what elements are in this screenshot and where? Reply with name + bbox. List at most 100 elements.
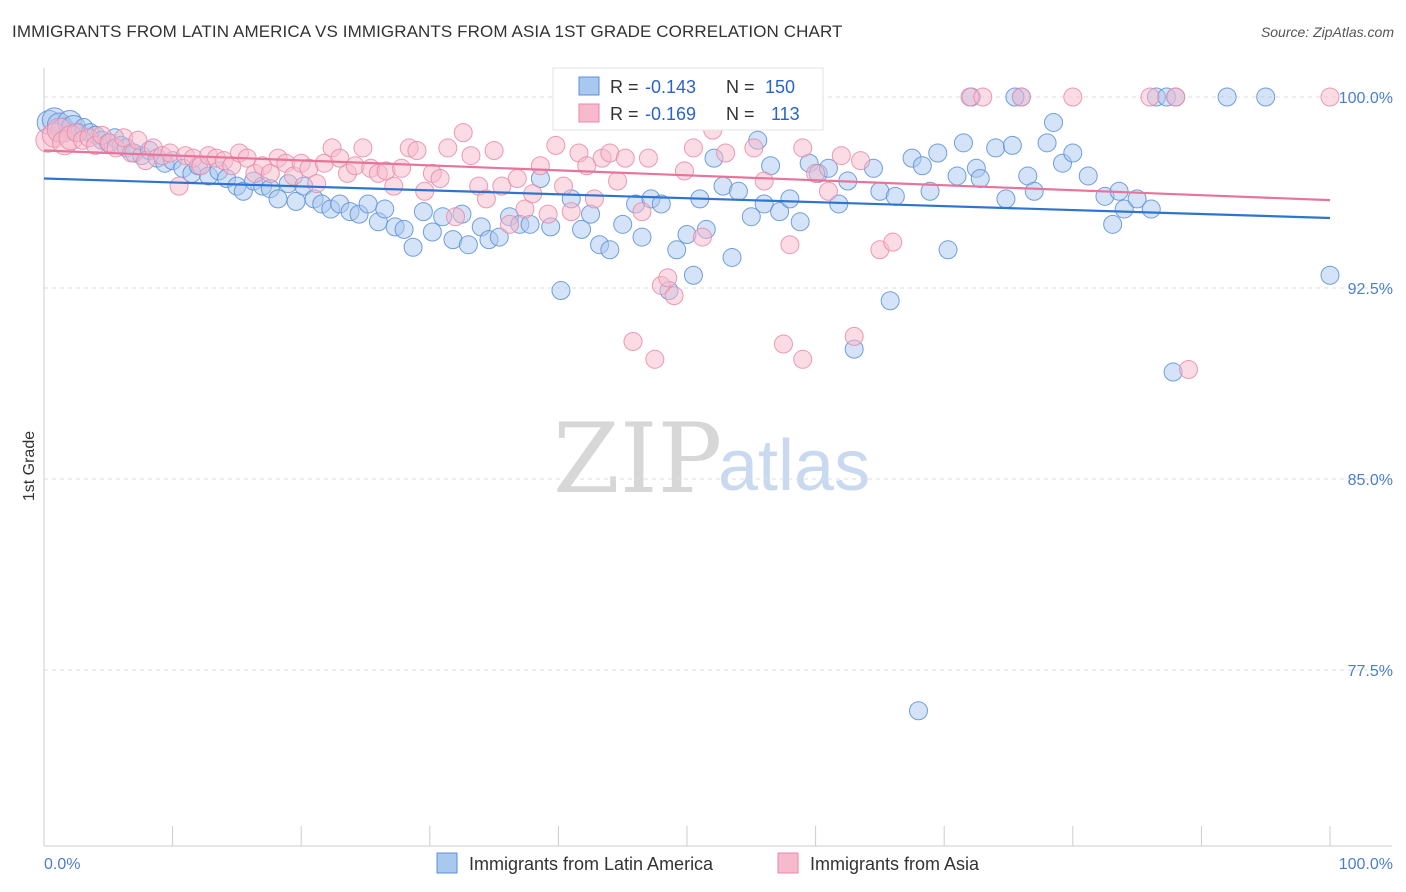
asia-legend-swatch [578,103,600,123]
y-tick-label: 100.0% [1339,90,1393,107]
asia-point [793,138,813,158]
asia-point [307,174,327,194]
watermark-zip: ZIP [553,403,722,515]
asia-point [683,138,703,158]
asia-point [515,199,535,219]
latin-america-point [986,138,1006,158]
asia-point [430,168,450,188]
latin-america-point [632,227,652,247]
latin-america-point [1078,166,1098,186]
asia-point [716,143,736,163]
asia-point [561,202,581,222]
latin-america-point [912,156,932,176]
source-label: Source: ZipAtlas.com [1260,24,1394,40]
asia-point [638,148,658,168]
latin-n-value: 150 [765,77,795,97]
latin-america-point [268,189,288,209]
latin-america-point [1002,135,1022,155]
latin-america-point [551,281,571,301]
asia-point [883,232,903,252]
legend-latin-swatch [436,852,458,874]
asia-point [492,176,512,196]
asia-point [664,286,684,306]
asia-point [645,349,665,369]
latin-america-point [970,168,990,188]
asia-point [806,163,826,183]
latin-america-point [908,701,928,721]
watermark: ZIP atlas [553,403,870,515]
asia-point [484,140,504,160]
legend-asia-swatch [777,852,799,874]
legend-asia-label: Immigrants from Asia [810,854,980,874]
asia-point [658,268,678,288]
asia-point [392,158,412,178]
asia-point [632,202,652,222]
asia-point [1320,87,1340,107]
latin-america-point [1024,181,1044,201]
latin-america-point [1103,214,1123,234]
y-axis-label: 1st Grade [21,431,38,501]
latin-america-point [790,212,810,232]
latin-america-point [613,214,633,234]
asia-point [538,204,558,224]
asia-point [407,140,427,160]
axes [43,68,1392,847]
y-tick-labels: 100.0% 92.5% 85.0% 77.5% [1339,90,1393,680]
asia-point [530,156,550,176]
latin-america-point [1063,143,1083,163]
asia-point [476,189,496,209]
latin-america-point [422,222,442,242]
latin-america-point [358,194,378,214]
series-asia-points [35,87,1340,379]
asia-point [260,163,280,183]
asia-point [831,146,851,166]
latin-america-point [413,202,433,222]
asia-n-value: 113 [771,104,800,124]
asia-n-label: N = [726,104,755,124]
latin-america-point [458,235,478,255]
latin-r-value: -0.143 [645,77,696,97]
asia-point [554,176,574,196]
asia-point [793,349,813,369]
latin-america-point [770,202,790,222]
latin-america-point [1320,265,1340,285]
asia-point [584,189,604,209]
asia-point [1011,87,1031,107]
latin-america-point [651,194,671,214]
asia-point [1166,87,1186,107]
asia-point [500,214,520,234]
asia-point [1063,87,1083,107]
y-tick-label: 77.5% [1348,663,1393,680]
latin-legend-swatch [578,76,600,96]
latin-america-point [667,240,687,260]
asia-r-value: -0.169 [645,104,696,124]
asia-point [453,123,473,143]
latin-america-point [1037,133,1057,153]
asia-r-label: R = [610,104,639,124]
asia-point [1140,87,1160,107]
latin-america-point [1127,189,1147,209]
asia-point [438,138,458,158]
latin-america-point [722,247,742,267]
latin-america-point [1114,199,1134,219]
asia-point [128,130,148,150]
asia-point [773,334,793,354]
y-tick-label: 85.0% [1348,472,1393,489]
asia-point [844,326,864,346]
series-legend: Immigrants from Latin America Immigrants… [436,852,980,874]
asia-point [818,181,838,201]
latin-n-label: N = [726,77,755,97]
watermark-atlas: atlas [718,426,870,506]
latin-america-point [403,237,423,257]
latin-america-point [996,189,1016,209]
latin-america-point [683,265,703,285]
latin-america-point [780,189,800,209]
latin-america-point [728,181,748,201]
latin-america-point [741,207,761,227]
x-tick-label-min: 0.0% [44,856,80,873]
asia-point [615,148,635,168]
latin-r-label: R = [610,77,639,97]
asia-point [384,176,404,196]
latin-america-point [880,291,900,311]
